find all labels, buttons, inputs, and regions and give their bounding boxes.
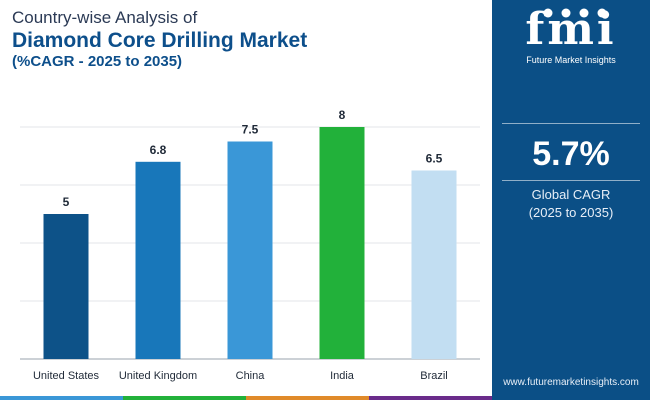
strip-segment-purple xyxy=(369,396,492,400)
bar-china xyxy=(227,141,273,359)
fmi-logo: fmi Future Market Insights xyxy=(492,6,650,72)
data-label-united-kingdom: 6.8 xyxy=(150,143,167,157)
logo-icons xyxy=(543,8,607,18)
x-tick-united-states: United States xyxy=(33,370,100,382)
website-link[interactable]: www.futuremarketinsights.com xyxy=(503,377,639,388)
global-cagr-label: Global CAGR (2025 to 2035) xyxy=(492,186,650,222)
x-tick-brazil: Brazil xyxy=(420,370,448,382)
cagr-label-line-2: (2025 to 2035) xyxy=(528,205,614,220)
x-tick-united-kingdom: United Kingdom xyxy=(119,370,197,382)
bar-india xyxy=(319,127,365,359)
chart-header: Country-wise Analysis of Diamond Core Dr… xyxy=(12,8,482,71)
bottom-color-strip xyxy=(0,396,492,400)
header-line-2: Diamond Core Drilling Market xyxy=(12,29,308,52)
strip-segment-blue xyxy=(0,396,123,400)
global-cagr-value: 5.7% xyxy=(532,135,610,173)
bar-chart: 5 United States 6.8 United Kingdom 7.5 China 8… xyxy=(20,108,480,382)
header-line-1: Country-wise Analysis of xyxy=(12,8,198,27)
data-label-china: 7.5 xyxy=(242,123,259,137)
bar-united-states xyxy=(43,214,89,359)
header-line-3: (%CAGR - 2025 to 2035) xyxy=(12,53,183,70)
divider-mid xyxy=(502,180,640,181)
data-label-brazil: 6.5 xyxy=(426,152,443,166)
logo-subtitle: Future Market Insights xyxy=(526,55,616,65)
x-tick-china: China xyxy=(236,370,266,382)
data-label-united-states: 5 xyxy=(63,195,70,209)
x-tick-india: India xyxy=(330,370,355,382)
data-label-india: 8 xyxy=(339,108,346,122)
strip-segment-green xyxy=(123,396,246,400)
bar-united-kingdom xyxy=(135,161,181,359)
divider-top xyxy=(502,123,640,124)
cagr-label-line-1: Global CAGR xyxy=(531,187,611,202)
bar-brazil xyxy=(411,170,457,359)
side-panel: fmi Future Market Insights 5.7% Global C… xyxy=(492,0,650,400)
strip-segment-orange xyxy=(246,396,369,400)
